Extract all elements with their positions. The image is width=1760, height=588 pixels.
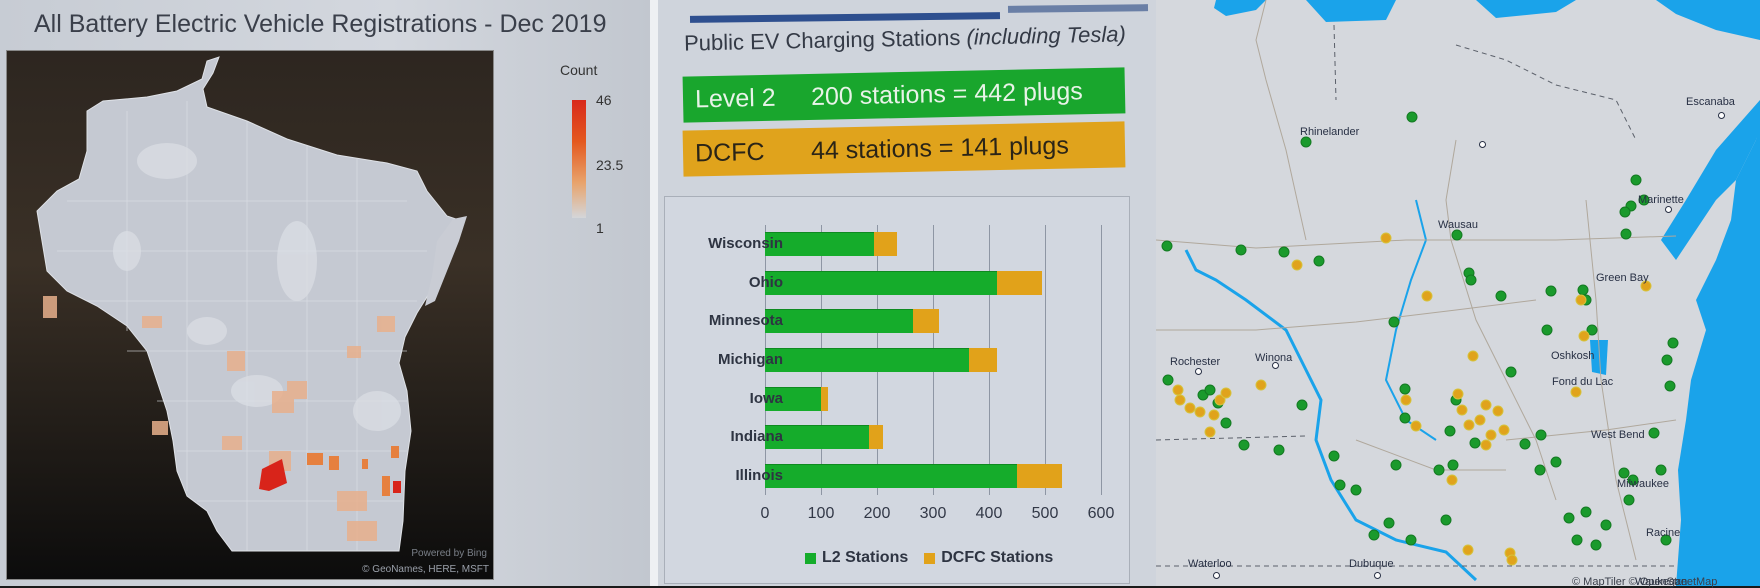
city-label: Rochester: [1170, 356, 1221, 368]
bar-segment-dcfc[interactable]: [969, 348, 998, 372]
bar-segment-l2[interactable]: [765, 463, 1017, 488]
category-label: Wisconsin: [708, 235, 783, 253]
gridline: [1045, 225, 1046, 495]
ev-registrations-slide: All Battery Electric Vehicle Registratio…: [0, 0, 650, 586]
bar-indiana[interactable]: [765, 425, 883, 450]
gridline: [1101, 225, 1102, 495]
bar-segment-dcfc[interactable]: [874, 232, 897, 257]
legend-min: 1: [596, 220, 604, 236]
category-label: Iowa: [749, 389, 783, 407]
map-basemap: [1156, 0, 1760, 586]
legend-dcfc: DCFC Stations: [924, 549, 1053, 567]
category-label: Ohio: [748, 273, 783, 291]
city-label: Green Bay: [1596, 272, 1649, 284]
city-label: Waterloo: [1188, 558, 1232, 570]
x-tick-label: 500: [1031, 505, 1059, 522]
bar-minnesota[interactable]: [765, 309, 939, 334]
bar-segment-l2[interactable]: [765, 232, 875, 257]
city-label: Wausau: [1438, 219, 1478, 231]
dcfc-stat-banner: DCFC 44 stations = 141 plugs: [682, 121, 1126, 177]
bar-segment-dcfc[interactable]: [868, 425, 883, 450]
charging-station-map[interactable]: [1156, 0, 1760, 586]
map-copyright: © GeoNames, HERE, MSFT: [362, 564, 489, 575]
dcfc-swatch-icon: [924, 552, 936, 564]
bar-segment-l2[interactable]: [765, 270, 998, 295]
city-marker-icon: [1374, 572, 1381, 579]
chart-legend: L2 Stations DCFC Stations: [805, 549, 1053, 567]
bar-segment-l2[interactable]: [765, 309, 914, 334]
city-label: Escanaba: [1686, 96, 1735, 108]
city-marker-icon: [1213, 572, 1220, 579]
x-tick-label: 400: [975, 505, 1003, 522]
city-marker-icon: [1479, 141, 1486, 148]
level2-stat-banner: Level 2 200 stations = 442 plugs: [682, 67, 1126, 123]
bar-segment-dcfc[interactable]: [913, 309, 939, 334]
city-marker-icon: [1665, 206, 1672, 213]
city-marker-icon: [1272, 362, 1279, 369]
x-tick-label: 100: [807, 505, 835, 522]
legend-l2: L2 Stations: [805, 549, 908, 567]
legend-gradient: [572, 100, 586, 218]
bar-segment-dcfc[interactable]: [997, 270, 1043, 295]
chart-plot-area: [765, 225, 1102, 495]
powered-by-bing: Powered by Bing: [411, 548, 487, 559]
legend-mid: 23.5: [596, 157, 624, 173]
l2-swatch-icon: [805, 552, 816, 564]
city-label: West Bend: [1591, 429, 1645, 441]
city-label: Oshkosh: [1551, 350, 1595, 362]
city-label: Dubuque: [1349, 558, 1394, 570]
choropleth-map[interactable]: Powered by Bing © GeoNames, HERE, MSFT: [6, 50, 494, 580]
bar-segment-dcfc[interactable]: [821, 386, 828, 411]
city-label: Racine: [1646, 527, 1681, 539]
city-label: Winona: [1255, 352, 1293, 364]
bar-segment-l2[interactable]: [765, 348, 970, 372]
bar-segment-l2[interactable]: [765, 386, 821, 411]
category-label: Indiana: [730, 428, 783, 446]
stat-value: 200 stations = 442 plugs: [810, 76, 1083, 111]
legend-title: Count: [560, 62, 598, 78]
bar-segment-dcfc[interactable]: [1017, 463, 1062, 488]
city-label: Fond du Lac: [1552, 376, 1614, 388]
slide-divider: [650, 0, 658, 586]
city-marker-icon: [1195, 368, 1202, 375]
bar-iowa[interactable]: [765, 386, 828, 411]
bar-ohio[interactable]: [765, 270, 1043, 295]
city-label: Waukegan: [1635, 576, 1688, 588]
city-label: Milwaukee: [1617, 478, 1669, 490]
city-label: Marinette: [1638, 194, 1684, 206]
bar-wisconsin[interactable]: [765, 232, 897, 257]
category-label: Minnesota: [708, 312, 783, 330]
category-label: Illinois: [735, 466, 783, 484]
bar-illinois[interactable]: [765, 463, 1062, 488]
color-legend: Count 46 23.5 1: [560, 62, 640, 236]
x-tick-label: 200: [863, 505, 891, 522]
city-marker-icon: [1718, 112, 1725, 119]
bar-michigan[interactable]: [765, 348, 998, 372]
legend-label: L2 Stations: [822, 549, 909, 566]
x-tick-label: 0: [760, 505, 770, 522]
category-label: Michigan: [717, 351, 783, 368]
map-credit: © MapTiler © OpenStreetMap: [1572, 576, 1718, 588]
legend-label: DCFC Stations: [941, 549, 1054, 566]
stat-value: 44 stations = 141 plugs: [810, 131, 1070, 165]
title-italic: (including Tesla): [966, 21, 1127, 50]
x-tick-label: 300: [919, 505, 947, 522]
city-label: Rhinelander: [1300, 126, 1360, 138]
stat-label: DCFC: [694, 137, 765, 167]
legend-max: 46: [596, 92, 612, 108]
stations-bar-chart: L2 Stations DCFC Stations 0 100 200 300 400 5…: [664, 196, 1130, 584]
wisconsin-choropleth: [36, 56, 467, 552]
title-main: Public EV Charging Stations: [683, 24, 967, 56]
bar-segment-l2[interactable]: [765, 425, 869, 450]
x-tick-label: 600: [1087, 505, 1115, 522]
slide-title: All Battery Electric Vehicle Registratio…: [34, 10, 607, 38]
stat-label: Level 2: [694, 83, 776, 113]
